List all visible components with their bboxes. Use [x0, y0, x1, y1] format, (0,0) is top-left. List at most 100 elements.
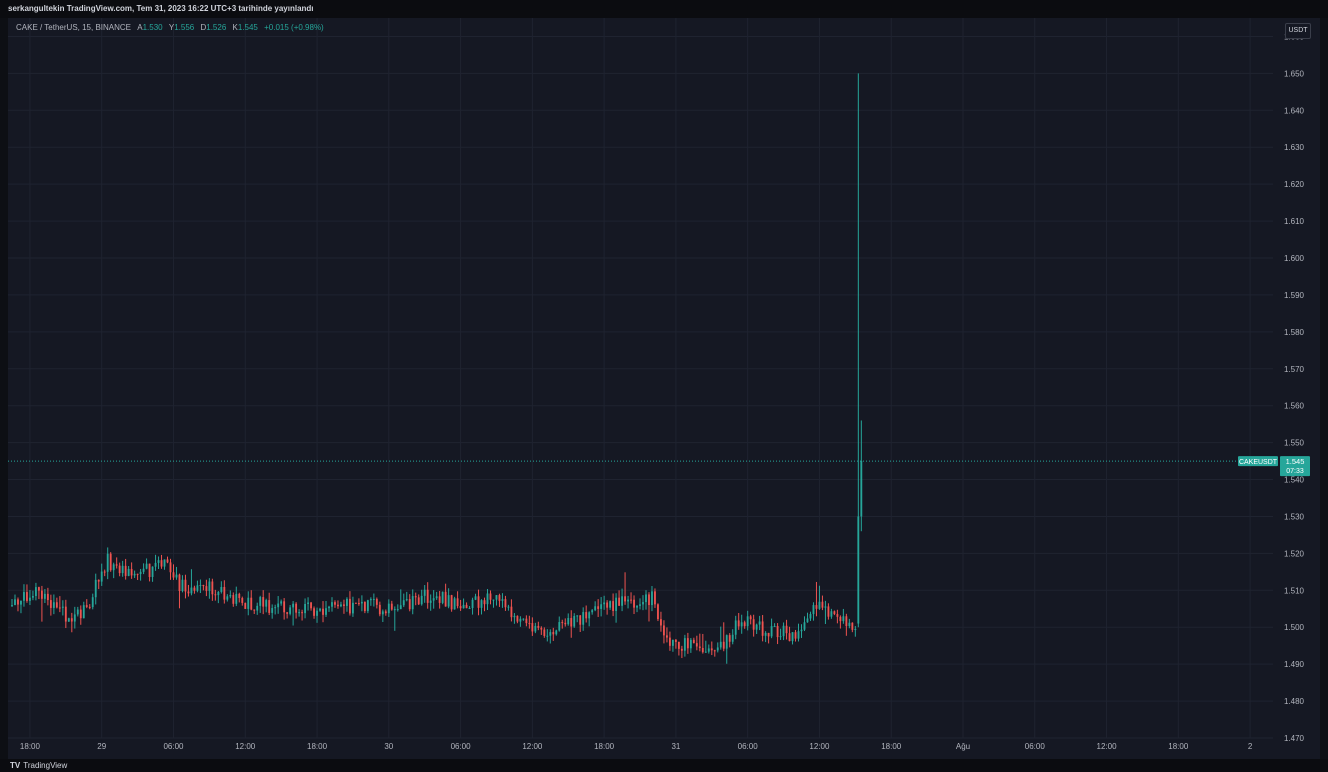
candle-body	[235, 593, 238, 604]
candle-body	[821, 601, 824, 608]
candle-body	[139, 571, 142, 575]
candle-body	[552, 632, 555, 635]
candle-body	[519, 618, 522, 622]
price-tick-label: 1.490	[1284, 660, 1305, 669]
price-tick-label: 1.570	[1284, 365, 1305, 374]
candle-body	[642, 602, 644, 605]
candle-body	[627, 599, 629, 602]
candle-body	[26, 592, 28, 601]
candle-body	[325, 608, 327, 615]
currency-button[interactable]: USDT	[1285, 23, 1311, 39]
candle-body	[800, 629, 803, 632]
candle-body	[118, 565, 121, 574]
candle-body	[767, 632, 770, 637]
chart-pane[interactable]: 1.6601.6501.6401.6301.6201.6101.6001.590…	[8, 18, 1320, 759]
candle-body	[624, 596, 626, 602]
candle-body	[674, 639, 677, 642]
candle-body	[860, 461, 863, 517]
time-tick-label: 18:00	[594, 742, 615, 751]
candle-body	[797, 631, 800, 639]
candle-body	[546, 635, 549, 637]
time-tick-label: 12:00	[809, 742, 830, 751]
candle-body	[34, 587, 37, 596]
candle-body	[746, 616, 749, 627]
price-tick-label: 1.510	[1284, 586, 1305, 595]
candle-body	[363, 601, 366, 612]
price-tick-label: 1.610	[1284, 217, 1305, 226]
candle-body	[97, 579, 100, 582]
candle-body	[588, 612, 591, 619]
candle-body	[94, 579, 97, 598]
candle-body	[453, 598, 456, 610]
grid-lines	[8, 18, 1273, 739]
candle-body	[824, 606, 827, 608]
price-tick-label: 1.520	[1284, 549, 1305, 558]
candle-body	[247, 597, 250, 609]
candle-body	[208, 581, 211, 591]
candle-body	[106, 553, 109, 572]
candle-body	[366, 600, 369, 612]
candle-body	[223, 586, 226, 600]
candle-body	[606, 602, 609, 608]
candle-body	[73, 614, 76, 622]
candle-body	[471, 599, 474, 609]
candle-body	[710, 648, 713, 651]
price-tick-label: 1.540	[1284, 476, 1305, 485]
candle-body	[827, 606, 830, 617]
candle-body	[692, 639, 695, 644]
time-tick-label: 06:00	[163, 742, 184, 751]
candle-body	[480, 600, 483, 608]
candle-body	[121, 565, 124, 574]
candle-body	[564, 622, 567, 625]
candle-body	[298, 612, 301, 614]
time-tick-label: 29	[97, 742, 106, 751]
candle-body	[758, 621, 761, 625]
candle-body	[133, 573, 136, 576]
candle-body	[585, 612, 588, 619]
candle-body	[489, 593, 492, 600]
candle-body	[704, 651, 707, 653]
price-tick-label: 1.470	[1284, 734, 1305, 743]
candle-body	[462, 604, 465, 609]
candle-body	[319, 608, 321, 611]
candle-body	[417, 597, 420, 605]
candle-body	[378, 604, 381, 615]
candle-body	[591, 610, 594, 613]
candle-body	[558, 622, 561, 631]
candle-body	[830, 611, 833, 617]
candle-body	[20, 600, 22, 605]
candle-body	[594, 606, 597, 611]
candle-body	[809, 614, 812, 619]
candle-body	[803, 622, 806, 630]
candle-body	[277, 603, 280, 608]
candle-body	[534, 625, 537, 632]
candle-body	[142, 568, 145, 572]
candle-body	[728, 635, 731, 642]
candle-body	[109, 553, 112, 571]
candle-body	[576, 615, 579, 617]
candle-body	[280, 601, 283, 604]
candlestick-chart[interactable]: 1.6601.6501.6401.6301.6201.6101.6001.590…	[8, 18, 1320, 759]
candle-body	[450, 595, 453, 610]
candle-body	[486, 593, 489, 605]
candle-body	[755, 624, 758, 630]
candle-body	[818, 601, 821, 609]
candle-body	[444, 591, 447, 607]
candle-body	[11, 605, 13, 607]
candle-body	[334, 602, 336, 605]
candle-body	[618, 597, 621, 606]
candle-body	[381, 611, 384, 615]
candle-body	[160, 560, 163, 567]
candle-body	[498, 595, 501, 601]
candle-body	[127, 568, 130, 576]
time-tick-label: 18:00	[1168, 742, 1189, 751]
candle-body	[23, 592, 25, 601]
price-tick-label: 1.580	[1284, 328, 1305, 337]
candle-body	[648, 594, 650, 606]
candle-body	[654, 591, 656, 605]
footer-brand: TV TradingView	[0, 759, 1328, 772]
candle-body	[238, 593, 241, 599]
candle-body	[525, 618, 528, 624]
candle-body	[310, 602, 312, 609]
candle-body	[725, 635, 728, 649]
